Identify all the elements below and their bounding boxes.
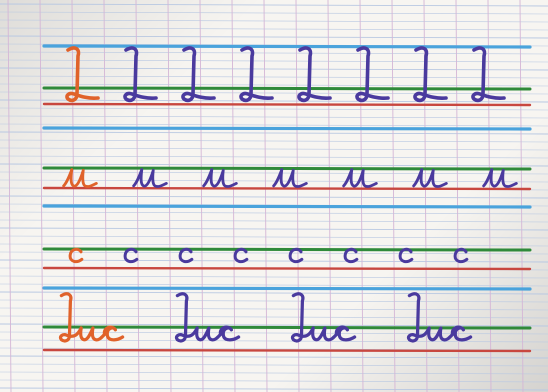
copy-letter-c: [178, 247, 194, 264]
grid-line-horizontal: [0, 195, 548, 199]
copy-letter-Luc: [174, 291, 241, 343]
guide-line-top: [42, 126, 532, 131]
grid-line-horizontal: [0, 179, 548, 183]
guide-line-top: [42, 204, 532, 209]
guide-line-middle: [42, 166, 532, 171]
grid-line-horizontal: [0, 275, 548, 279]
copy-letter-u: [412, 168, 448, 188]
guide-line-top: [42, 44, 532, 49]
copy-letter-L: [239, 46, 274, 103]
guide-line-baseline: [42, 186, 532, 191]
grid-line-horizontal: [0, 243, 548, 247]
model-letter-c: [68, 247, 84, 264]
copy-letter-c: [233, 247, 249, 264]
copy-letter-L: [355, 46, 390, 103]
copy-letter-L: [471, 46, 506, 103]
grid-line-horizontal: [0, 299, 548, 303]
grid-line-horizontal: [0, 291, 548, 295]
copy-letter-c: [288, 247, 304, 264]
grid-line-horizontal: [0, 307, 548, 311]
copy-letter-L: [123, 46, 158, 103]
copy-letter-c: [123, 247, 139, 264]
guide-line-top: [42, 286, 532, 291]
grid-line-horizontal: [0, 235, 548, 239]
grid-line-horizontal: [0, 219, 548, 223]
copy-letter-u: [272, 168, 308, 188]
writing-guide-lines: [42, 44, 532, 353]
grid-line-horizontal: [0, 163, 548, 167]
grid-line-horizontal: [0, 283, 548, 287]
copy-letter-Luc: [406, 291, 473, 343]
grid-line-horizontal: [0, 315, 548, 319]
guide-line-middle: [42, 86, 532, 91]
grid-line-horizontal: [0, 387, 548, 391]
copy-letter-L: [413, 46, 448, 103]
guide-line-baseline: [42, 102, 532, 107]
grid-line-vertical: [7, 0, 12, 392]
grid-line-horizontal: [0, 155, 548, 159]
grid-line-horizontal: [0, 147, 548, 151]
model-letter-u: [62, 168, 98, 188]
handwritten-letters: [58, 46, 518, 343]
copy-letter-u: [482, 168, 518, 188]
guide-line-middle: [42, 247, 532, 252]
guide-line-baseline: [42, 266, 532, 271]
copy-letter-c: [343, 247, 359, 264]
copy-letter-Luc: [290, 291, 357, 343]
copy-letter-L: [297, 46, 332, 103]
grid-line-horizontal: [0, 355, 548, 359]
grid-line-horizontal: [0, 339, 548, 343]
grid-line-horizontal: [0, 323, 548, 327]
copy-letter-u: [342, 168, 378, 188]
copy-letter-u: [132, 168, 168, 188]
copy-letter-u: [202, 168, 238, 188]
grid-line-horizontal: [0, 363, 548, 367]
guide-line-middle: [42, 325, 532, 330]
grid-line-horizontal: [0, 211, 548, 215]
grid-line-horizontal: [0, 171, 548, 175]
grid-line-horizontal: [0, 19, 548, 23]
grid-line-horizontal: [0, 227, 548, 231]
grid-line-horizontal: [0, 379, 548, 383]
copy-letter-L: [181, 46, 216, 103]
grid-line-horizontal: [0, 11, 548, 15]
grid-line-horizontal: [0, 3, 548, 7]
guide-line-baseline: [42, 348, 532, 353]
grid-line-horizontal: [0, 371, 548, 375]
model-letter-L: [65, 46, 100, 103]
model-letter-Luc: [58, 291, 125, 343]
grid-line-vertical: [39, 0, 44, 392]
